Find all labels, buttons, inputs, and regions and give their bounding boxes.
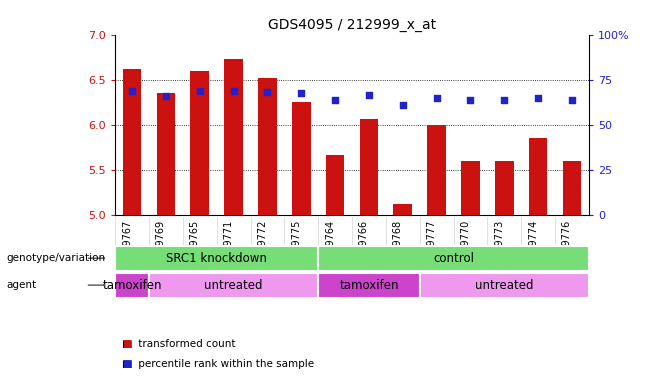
Bar: [360, 119, 378, 215]
FancyBboxPatch shape: [115, 273, 149, 298]
Text: GSM709765: GSM709765: [190, 220, 200, 279]
Text: tamoxifen: tamoxifen: [340, 279, 399, 291]
Text: untreated: untreated: [205, 279, 263, 291]
Bar: [292, 102, 311, 215]
Text: GSM709773: GSM709773: [494, 220, 504, 279]
Text: SRC1 knockdown: SRC1 knockdown: [166, 252, 267, 265]
Text: GSM709775: GSM709775: [291, 220, 301, 279]
Bar: [393, 204, 412, 215]
Point: [397, 102, 408, 108]
Text: GSM709777: GSM709777: [426, 220, 437, 279]
Text: untreated: untreated: [475, 279, 534, 291]
Text: GSM709776: GSM709776: [562, 220, 572, 279]
Bar: [563, 161, 581, 215]
Point: [161, 93, 171, 99]
Point: [432, 95, 442, 101]
FancyBboxPatch shape: [115, 246, 318, 271]
Text: GSM709768: GSM709768: [393, 220, 403, 278]
Text: GSM709769: GSM709769: [156, 220, 166, 278]
Text: control: control: [433, 252, 474, 265]
Text: tamoxifen: tamoxifen: [103, 279, 162, 291]
FancyBboxPatch shape: [318, 246, 589, 271]
Text: GSM709774: GSM709774: [528, 220, 538, 279]
Text: ■: ■: [122, 359, 132, 369]
Point: [567, 98, 577, 104]
Text: genotype/variation: genotype/variation: [7, 253, 106, 263]
Point: [465, 98, 476, 104]
Text: GSM709764: GSM709764: [325, 220, 335, 278]
Text: GSM709770: GSM709770: [461, 220, 470, 279]
Bar: [529, 138, 547, 215]
Bar: [123, 69, 141, 215]
Bar: [326, 155, 344, 215]
Point: [127, 88, 138, 94]
Point: [195, 88, 205, 94]
FancyBboxPatch shape: [318, 273, 420, 298]
Text: agent: agent: [7, 280, 37, 290]
Text: GSM709767: GSM709767: [122, 220, 132, 279]
Bar: [224, 59, 243, 215]
Bar: [258, 78, 277, 215]
Bar: [427, 125, 446, 215]
FancyBboxPatch shape: [149, 273, 318, 298]
Bar: [190, 71, 209, 215]
Text: GSM709766: GSM709766: [359, 220, 369, 278]
Bar: [157, 93, 175, 215]
Text: ■: ■: [122, 339, 132, 349]
Title: GDS4095 / 212999_x_at: GDS4095 / 212999_x_at: [268, 18, 436, 32]
Point: [262, 89, 272, 95]
Point: [364, 92, 374, 98]
Text: ■  transformed count: ■ transformed count: [122, 339, 235, 349]
Text: GSM709772: GSM709772: [257, 220, 267, 279]
FancyBboxPatch shape: [420, 273, 589, 298]
Point: [499, 96, 509, 103]
Point: [330, 96, 340, 103]
Bar: [461, 161, 480, 215]
Point: [296, 90, 307, 96]
Bar: [495, 161, 514, 215]
Point: [228, 88, 239, 94]
Text: ■  percentile rank within the sample: ■ percentile rank within the sample: [122, 359, 314, 369]
Text: GSM709771: GSM709771: [224, 220, 234, 279]
Point: [533, 95, 544, 101]
